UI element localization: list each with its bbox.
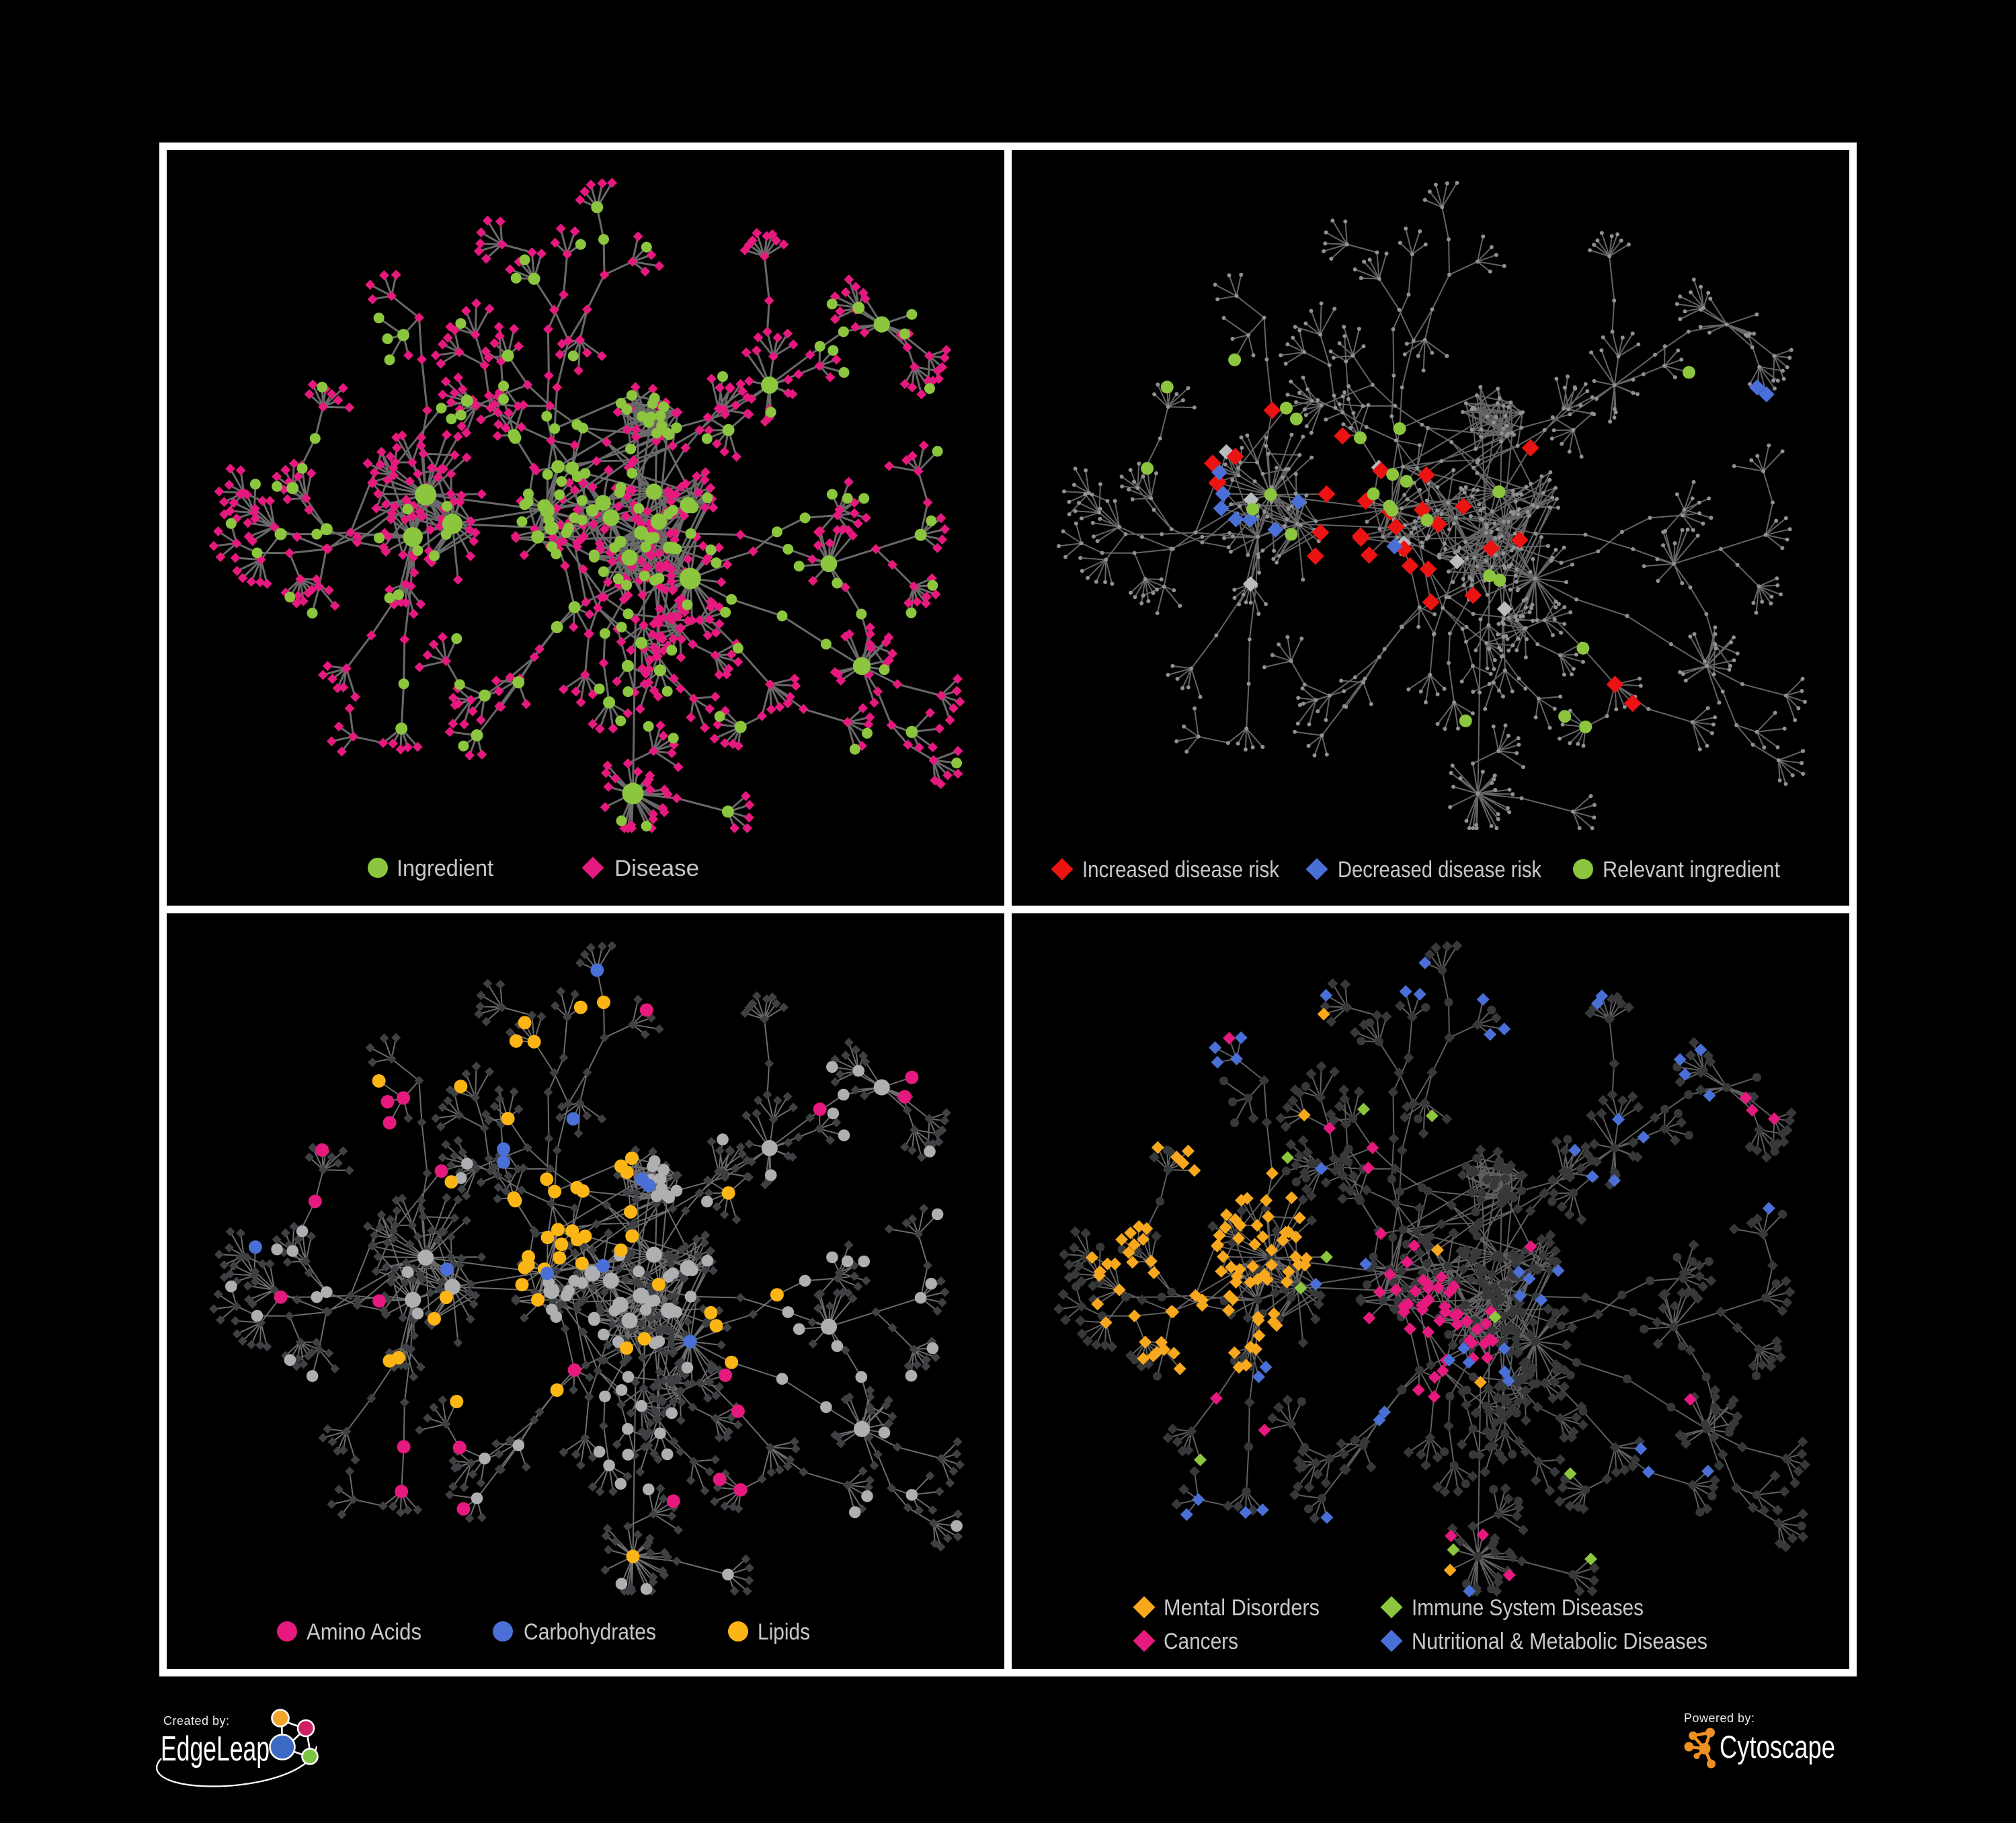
svg-text:Decreased disease risk: Decreased disease risk bbox=[1338, 857, 1542, 883]
svg-text:Mental Disorders: Mental Disorders bbox=[1164, 1595, 1320, 1621]
svg-text:Immune System Diseases: Immune System Diseases bbox=[1412, 1595, 1644, 1621]
svg-text:Carbohydrates: Carbohydrates bbox=[524, 1619, 656, 1645]
svg-text:Created by:: Created by: bbox=[163, 1714, 230, 1728]
svg-text:Ingredient: Ingredient bbox=[397, 856, 494, 881]
svg-text:Relevant ingredient: Relevant ingredient bbox=[1603, 857, 1780, 883]
svg-text:Disease: Disease bbox=[614, 856, 699, 881]
svg-text:Lipids: Lipids bbox=[758, 1619, 810, 1645]
svg-text:Cancers: Cancers bbox=[1164, 1629, 1238, 1654]
svg-text:Increased disease risk: Increased disease risk bbox=[1082, 857, 1280, 883]
svg-text:EdgeLeap: EdgeLeap bbox=[161, 1730, 270, 1769]
svg-text:Nutritional & Metabolic Diseas: Nutritional & Metabolic Diseases bbox=[1412, 1629, 1707, 1654]
svg-text:Amino Acids: Amino Acids bbox=[307, 1619, 421, 1645]
svg-text:Cytoscape: Cytoscape bbox=[1720, 1729, 1835, 1765]
svg-text:Powered by:: Powered by: bbox=[1684, 1711, 1755, 1725]
